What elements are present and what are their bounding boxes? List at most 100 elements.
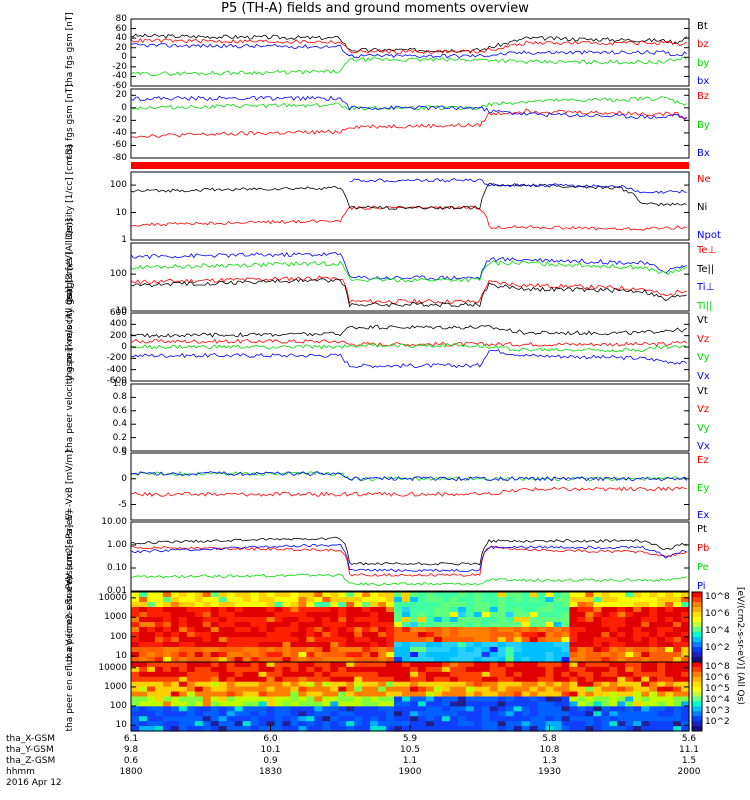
spectrogram-cell [417, 696, 427, 703]
spectrogram-cell [146, 652, 156, 658]
spectrogram-cell [282, 642, 292, 648]
spectrogram-cell [218, 612, 228, 618]
spectrogram-cell [402, 691, 411, 698]
y-tick-label: 10000 [98, 662, 127, 673]
spectrogram-cell [131, 706, 140, 712]
spectrogram-cell [441, 671, 451, 678]
spectrogram-cell [657, 701, 666, 707]
spectrogram-cell [505, 647, 515, 653]
spectrogram-cell [593, 612, 602, 618]
colorbar-unit: [eV/(cm2-s-sr-eV)] (All Qs) [735, 587, 745, 705]
orbit-value: 1.5 [681, 756, 697, 766]
spectrogram-cell [226, 652, 236, 658]
spectrogram-cell [585, 726, 594, 732]
spectrogram-cell [186, 696, 196, 703]
spectrogram-cell [274, 721, 284, 727]
spectrogram-cell [210, 696, 220, 703]
spectrogram-cell [410, 686, 419, 693]
spectrogram-cell [593, 701, 602, 707]
spectrogram-cell [242, 647, 252, 653]
spectrogram-cell [553, 602, 563, 608]
spectrogram-cell [465, 647, 475, 653]
spectrogram-cell [633, 706, 642, 712]
spectrogram-cell [665, 607, 674, 613]
spectrogram-cell [162, 711, 172, 717]
spectrogram-cell [609, 647, 618, 653]
spectrogram-cell [657, 671, 666, 678]
orbit-label: tha_Y-GSM [6, 745, 54, 755]
spectrogram-cell [585, 597, 594, 603]
spectrogram-cell [529, 681, 539, 688]
y-tick-label: 10.00 [101, 517, 127, 527]
spectrogram-cell [282, 726, 292, 732]
spectrogram-cell [489, 701, 499, 707]
spectrogram-cell [370, 691, 379, 698]
spectrogram-cell [362, 726, 371, 732]
spectrogram-cell [338, 647, 347, 653]
spectrogram-cell [266, 721, 276, 727]
spectrogram-cell [290, 726, 299, 732]
spectrogram-cell [394, 627, 403, 633]
spectrogram-cell [513, 696, 523, 703]
spectrogram-cell [338, 726, 347, 732]
spectrogram-cell [354, 632, 363, 638]
spectrogram-cell [354, 681, 363, 688]
spectrogram-cell [210, 686, 220, 693]
spectrogram-cell [378, 657, 387, 663]
spectrogram-cell [282, 637, 292, 643]
spectrogram-cell [561, 632, 571, 638]
spectrogram-cell [218, 617, 228, 623]
spectrogram-cell [154, 696, 164, 703]
spectrogram-cell [513, 726, 523, 732]
spectrogram-cell [258, 671, 268, 678]
spectrogram-cell [306, 607, 315, 613]
spectrogram-cell [234, 607, 244, 613]
spectrogram-cell [338, 652, 347, 658]
spectrogram-cell [250, 721, 260, 727]
spectrogram-cell [513, 612, 523, 618]
spectrogram-cell [417, 602, 427, 608]
spectrogram-cell [577, 652, 586, 658]
spectrogram-cell [386, 602, 395, 608]
spectrogram-cell [266, 696, 276, 703]
spectrogram-cell [146, 627, 156, 633]
spectrogram-cell [489, 622, 499, 628]
spectrogram-cell [649, 642, 658, 648]
spectrogram-cell [529, 652, 539, 658]
spectrogram-cell [138, 607, 148, 613]
spectrogram-cell [617, 721, 626, 727]
spectrogram-cell [449, 726, 459, 732]
spectrogram-cell [346, 637, 355, 643]
spectrogram-cell [489, 662, 499, 668]
spectrogram-cell [402, 632, 411, 638]
spectrogram-cell [170, 726, 180, 732]
spectrogram-cell [593, 592, 602, 598]
spectrogram-cell [138, 657, 148, 663]
spectrogram-cell [402, 681, 411, 688]
spectrogram-cell [154, 617, 164, 623]
spectrogram-cell [226, 617, 236, 623]
spectrogram-cell [258, 716, 268, 722]
legend-entry-Pe: Pe [697, 562, 709, 573]
spectrogram-cell [577, 642, 586, 648]
spectrogram-cell [481, 671, 491, 678]
spectrogram-cell [322, 696, 331, 703]
orbit-value: 1800 [119, 767, 143, 777]
spectrogram-cell [681, 592, 690, 598]
spectrogram-cell [649, 701, 658, 707]
spectrogram-cell [306, 721, 315, 727]
spectrogram-cell [457, 622, 467, 628]
spectrogram-cell [433, 676, 443, 683]
orbit-value: 5.6 [681, 734, 697, 744]
spectrogram-cell [665, 597, 674, 603]
spectrogram-cell [242, 716, 252, 722]
spectrogram-cell [178, 662, 188, 668]
spectrogram-cell [218, 642, 228, 648]
legend-entry-Vy: Vy [697, 352, 710, 364]
spectrogram-cell [226, 647, 236, 653]
spectrogram-cell [545, 622, 555, 628]
spectrogram-cell [202, 657, 212, 663]
spectrogram-cell [162, 716, 172, 722]
spectrogram-cell [569, 671, 578, 678]
spectrogram-cell [625, 671, 634, 678]
